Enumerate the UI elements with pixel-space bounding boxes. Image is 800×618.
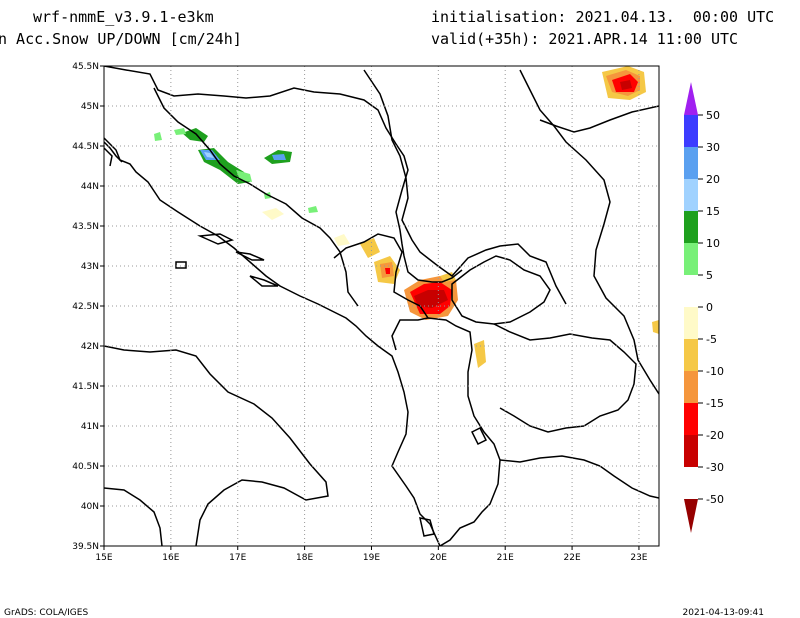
island-2 <box>235 251 265 261</box>
adriatic-coastline <box>104 137 441 546</box>
lon-tick-label: 15E <box>95 553 112 563</box>
lat-tick-label: 43N <box>81 262 99 272</box>
kosovo-border <box>451 255 551 325</box>
colorbar-swatch <box>684 307 698 339</box>
lat-tick-label: 45.5N <box>72 62 99 72</box>
footer-left: GrADS: COLA/IGES <box>4 608 88 618</box>
serbia-outline <box>363 69 567 305</box>
lat-tick-label: 39.5N <box>72 542 99 552</box>
footer-credit: GrADS: COLA/IGES <box>4 608 88 618</box>
colorbar-label: -20 <box>706 429 724 442</box>
istria-coast <box>104 141 123 163</box>
map-outlines <box>104 66 659 546</box>
colorbar-label: -30 <box>706 461 724 474</box>
valid-time-label: valid(+35h): 2021.APR.14 11:00 UTC <box>431 30 739 48</box>
colorbar-label: 20 <box>706 173 720 186</box>
lon-tick-label: 17E <box>229 553 246 563</box>
corfu-island <box>419 517 435 537</box>
colorbar-label: 10 <box>706 237 720 250</box>
lat-tick-label: 40N <box>81 502 99 512</box>
colorbar-top-arrow <box>684 82 698 115</box>
colorbar-swatch <box>684 371 698 403</box>
island-1 <box>197 233 235 245</box>
lon-tick-label: 16E <box>162 553 179 563</box>
romania-border <box>539 105 659 133</box>
colorbar-swatch <box>684 243 698 275</box>
lon-tick-label: 21E <box>497 553 514 563</box>
montenegro-border <box>333 233 430 351</box>
lat-tick-label: 45N <box>81 102 99 112</box>
lat-tick-label: 41N <box>81 422 99 432</box>
lat-tick-label: 41.5N <box>72 382 99 392</box>
lon-tick-label: 23E <box>630 553 647 563</box>
colorbar-swatch <box>684 403 698 435</box>
footer-right: 2021-04-13-09:41 <box>683 608 765 618</box>
latitude-ticks: 39.5N 40N 40.5N 41N 41.5N 42N 42.5N 43N 43.5N 44N… <box>72 62 104 552</box>
lat-tick-label: 42N <box>81 342 99 352</box>
colorbar-swatch <box>684 435 698 467</box>
gridlines <box>104 66 659 546</box>
lon-tick-label: 18E <box>296 553 313 563</box>
colorbar-label: 30 <box>706 141 720 154</box>
italy-heel-coast <box>104 487 163 546</box>
bulgaria-border <box>519 69 659 395</box>
lon-tick-label: 22E <box>564 553 581 563</box>
colorbar-swatch <box>684 147 698 179</box>
albania-border <box>427 317 501 546</box>
lat-tick-label: 44.5N <box>72 142 99 152</box>
colorbar-label: -50 <box>706 493 724 506</box>
lon-tick-label: 20E <box>430 553 447 563</box>
lat-tick-label: 40.5N <box>72 462 99 472</box>
greece-border <box>499 455 659 499</box>
initialisation-label: initialisation: 2021.04.13. 00:00 UTC <box>431 8 775 26</box>
snow-field <box>154 66 659 368</box>
colorbar-label: -10 <box>706 365 724 378</box>
italy-coastline <box>104 345 329 546</box>
colorbar-swatch <box>684 211 698 243</box>
island-5 <box>104 147 113 167</box>
colorbar-bottom-arrow <box>684 499 698 533</box>
northern-border <box>104 66 463 283</box>
colorbar-label: 5 <box>706 269 713 282</box>
variable-title: n Acc.Snow UP/DOWN [cm/24h] <box>0 30 242 48</box>
colorbar-swatch <box>684 179 698 211</box>
colorbar-label: -15 <box>706 397 724 410</box>
colorbar-label: -5 <box>706 333 717 346</box>
colorbar-swatch <box>684 339 698 371</box>
macedonia-border <box>493 323 637 433</box>
model-title: wrf-nmmE_v3.9.1-e3km <box>33 8 214 26</box>
lake-ohrid <box>470 426 488 446</box>
colorbar-label: 50 <box>706 109 720 122</box>
bosnia-border <box>153 87 359 307</box>
footer-timestamp: 2021-04-13-09:41 <box>683 608 765 618</box>
lat-tick-label: 44N <box>81 182 99 192</box>
colorbar-label: 0 <box>706 301 713 314</box>
colorbar-label: 15 <box>706 205 720 218</box>
colorbar-swatch <box>684 275 698 307</box>
island-3 <box>249 275 279 287</box>
longitude-ticks: 15E 16E 17E 18E 19E 20E 21E 22E 23E <box>95 546 648 563</box>
colorbar-swatch <box>684 115 698 147</box>
lat-tick-label: 43.5N <box>72 222 99 232</box>
plot-background <box>104 66 659 546</box>
lat-tick-label: 42.5N <box>72 302 99 312</box>
lon-tick-label: 19E <box>363 553 380 563</box>
